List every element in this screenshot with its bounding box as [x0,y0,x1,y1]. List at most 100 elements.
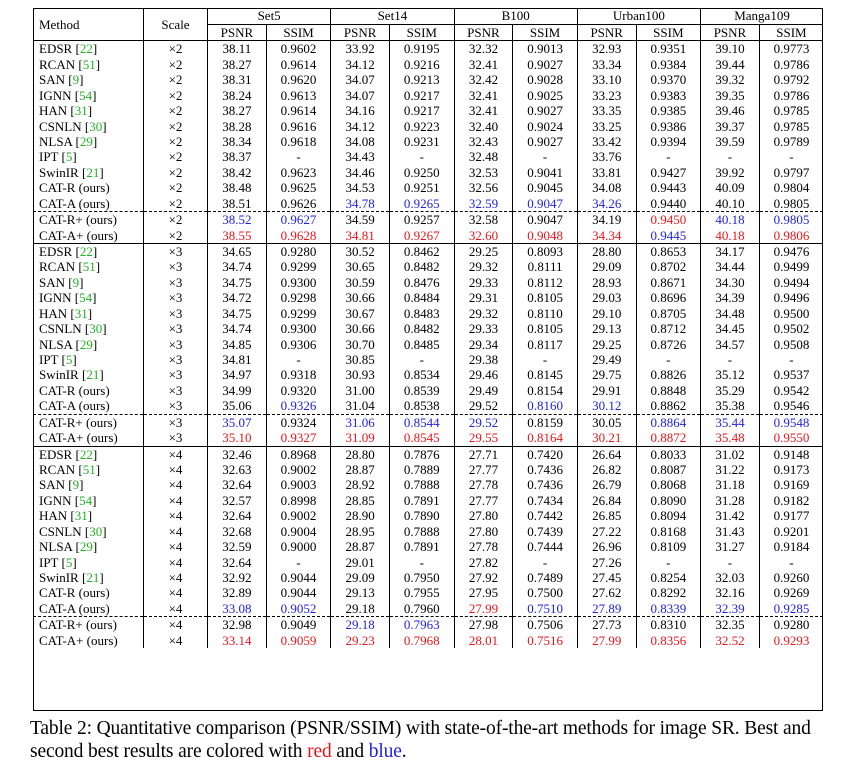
method-name: CAT-A+ (ours) [39,227,118,243]
caption-middle: and [331,741,369,762]
table-row: CSNLN [30] ×3 34.74 0.9300 30.66 0.8482 29.33 0… [33,321,823,337]
ssim-value: 0.9623 [265,164,331,181]
citation-link[interactable]: 22 [79,446,93,462]
psnr-value: 39.37 [700,118,760,134]
citation-link[interactable]: 31 [74,305,88,321]
psnr-value: 31.43 [700,523,760,540]
citation-link[interactable]: 29 [79,336,93,352]
citation-link[interactable]: 5 [65,149,73,165]
table-row: CAT-R (ours) ×2 38.48 0.9625 34.53 0.9251 32.5… [33,180,823,196]
table-row: SwinIR [21] ×4 32.92 0.9044 29.09 0.7950 27.92… [33,570,823,586]
method-cell: SAN [9] [39,72,84,88]
psnr-value: 38.55 [207,227,267,244]
psnr-value: 34.43 [330,149,390,165]
psnr-value: 34.19 [576,211,637,228]
ssim-value: - [265,149,331,165]
method-cell: SwinIR [21] [39,367,104,383]
method-name: CAT-R+ (ours) [39,414,117,430]
citation-link[interactable]: 31 [74,103,88,119]
citation-link[interactable]: 29 [79,134,93,150]
ssim-value: 0.9052 [265,600,331,617]
citation-link[interactable]: 21 [86,570,100,586]
ssim-value: 0.9177 [758,508,823,524]
method-cell: CAT-R (ours) [33,383,144,398]
psnr-value: 29.32 [453,305,513,322]
ssim-value: 0.8154 [512,382,578,399]
psnr-value: 27.98 [453,616,513,633]
citation-link[interactable]: 9 [72,477,80,493]
psnr-value: 29.55 [453,430,513,447]
method-name: HAN [39,103,68,119]
citation-link[interactable]: 54 [79,87,93,103]
psnr-value: 34.34 [576,227,637,244]
caption-text: Table 2: Quantitative comparison (PSNR/S… [30,718,811,762]
citation-link[interactable]: 5 [65,352,73,368]
method-cell: CSNLN [30] [39,523,107,539]
ssim-value: 0.9299 [265,259,331,275]
ssim-value: 0.9537 [758,367,823,383]
psnr-value: 39.59 [700,134,760,150]
psnr-value: 31.22 [700,461,760,478]
ssim-value: 0.8164 [512,430,578,447]
citation-link[interactable]: 51 [82,461,96,477]
citation-link[interactable]: 5 [65,554,73,570]
citation-link[interactable]: 29 [79,539,93,555]
scale-cell: ×3 [143,336,208,352]
table-row: IGNN [54] ×2 38.24 0.9613 34.07 0.9217 32.41 0.… [33,87,823,104]
citation-link[interactable]: 22 [79,243,93,259]
citation-link[interactable]: 30 [89,321,103,337]
psnr-value: 34.97 [207,367,267,383]
ssim-value: 0.8033 [635,445,701,462]
citation-link[interactable]: 9 [72,274,80,290]
citation-link[interactable]: 21 [86,164,100,180]
psnr-value: 29.33 [453,321,513,337]
ssim-value: 0.9004 [265,523,331,540]
psnr-value: 34.65 [207,242,267,260]
ssim-value: 0.9049 [265,616,331,633]
psnr-value: 29.34 [453,336,513,352]
citation-link[interactable]: 51 [82,259,96,275]
psnr-value: 29.52 [453,413,513,431]
psnr-value: 34.81 [330,227,390,244]
ssim-value: 0.7960 [389,600,455,617]
psnr-value: 29.18 [330,616,390,633]
psnr-value: 30.70 [330,336,390,352]
method-name: IPT [39,554,59,570]
psnr-value: 32.64 [207,477,267,493]
citation-link[interactable]: 54 [79,492,93,508]
ssim-value: 0.9300 [265,274,331,291]
method-cell: CAT-R+ (ours) [33,616,144,633]
citation-link[interactable]: 9 [72,72,80,88]
psnr-value: 31.04 [330,398,390,415]
citation-link[interactable]: 54 [79,290,93,306]
citation-link[interactable]: 31 [74,508,88,524]
psnr-value: 32.60 [453,227,513,244]
method-cell: CSNLN [30] [39,118,107,134]
citation-link[interactable]: 30 [89,118,103,134]
ssim-value: 0.9383 [635,87,701,104]
psnr-value: 34.75 [207,274,267,291]
scale-cell: ×4 [143,554,208,570]
ssim-value: 0.9293 [758,632,823,649]
method-cell: IGNN [54] [39,87,97,103]
ssim-value: 0.9024 [512,118,578,134]
psnr-value: 35.10 [207,430,267,447]
psnr-value: 29.03 [576,290,637,306]
citation-link[interactable]: 22 [79,41,93,57]
ssim-value: 0.8254 [635,570,701,586]
table-row: CAT-A (ours) ×3 35.06 0.9326 31.04 0.8538 29.5… [33,398,823,415]
scale-cell: ×4 [143,461,208,478]
citation-link[interactable]: 21 [86,367,100,383]
method-cell: SAN [9] [39,477,84,493]
psnr-value: 38.37 [207,149,267,165]
citation-link[interactable]: 30 [89,523,103,539]
psnr-value: 31.42 [700,508,760,524]
scale-cell: ×2 [143,195,208,212]
ssim-value: 0.8087 [635,461,701,478]
ssim-value: 0.9044 [265,570,331,586]
psnr-value: 33.35 [576,103,637,119]
header-metric-psnr: PSNR [700,23,760,41]
method-name: SAN [39,274,66,290]
method-name: SwinIR [39,164,79,180]
citation-link[interactable]: 51 [82,56,96,72]
